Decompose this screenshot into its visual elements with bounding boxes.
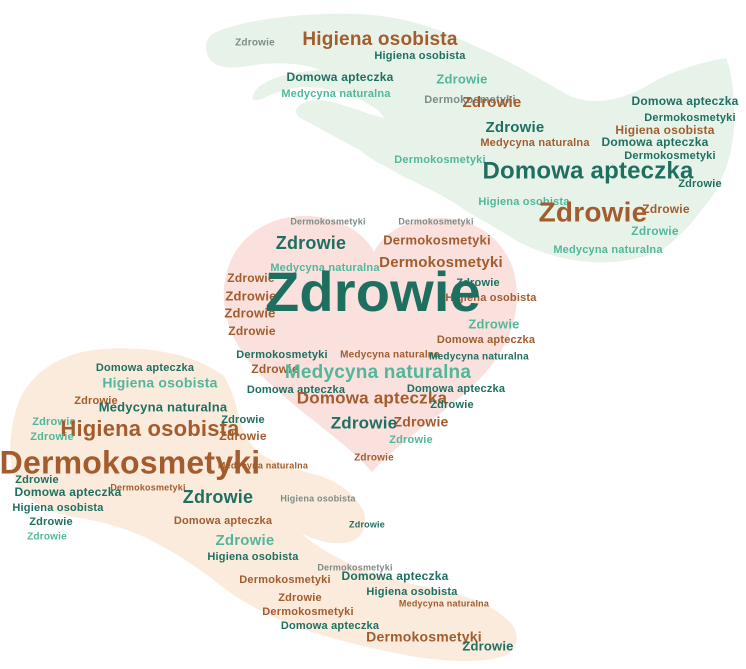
word-domowa-apteczka: Domowa apteczka — [407, 383, 506, 395]
word-medycyna-naturalna: Medycyna naturalna — [553, 244, 663, 256]
word-zdrowie: Zdrowie — [224, 305, 275, 320]
word-higiena-osobista: Higiena osobista — [12, 502, 104, 514]
word-domowa-apteczka: Domowa apteczka — [341, 569, 448, 583]
word-medycyna-naturalna: Medycyna naturalna — [480, 137, 590, 149]
word-domowa-apteczka: Domowa apteczka — [247, 384, 346, 396]
word-dermokosmetyki: Dermokosmetyki — [366, 629, 482, 645]
word-zdrowie: Zdrowie — [456, 277, 500, 289]
word-medycyna-naturalna: Medycyna naturalna — [399, 598, 490, 608]
word-zdrowie: Zdrowie — [462, 638, 513, 653]
word-zdrowie: Zdrowie — [354, 453, 394, 464]
word-domowa-apteczka: Domowa apteczka — [14, 485, 121, 499]
top-hand-shape — [205, 13, 735, 263]
word-dermokosmetyki: Dermokosmetyki — [424, 94, 515, 106]
word-dermokosmetyki: Dermokosmetyki — [290, 216, 365, 226]
word-domowa-apteczka: Domowa apteczka — [297, 388, 448, 407]
word-dermokosmetyki: Dermokosmetyki — [0, 444, 260, 480]
word-dermokosmetyki: Dermokosmetyki — [624, 150, 715, 162]
word-domowa-apteczka: Domowa apteczka — [437, 334, 536, 346]
word-zdrowie: Zdrowie — [393, 414, 448, 430]
word-medycyna-naturalna: Medycyna naturalna — [218, 460, 309, 470]
word-medycyna-naturalna: Medycyna naturalna — [99, 399, 228, 414]
word-medycyna-naturalna: Medycyna naturalna — [285, 362, 472, 383]
word-zdrowie: Zdrowie — [235, 38, 275, 49]
word-domowa-apteczka: Domowa apteczka — [631, 94, 738, 108]
word-dermokosmetyki: Dermokosmetyki — [379, 254, 503, 271]
word-dermokosmetyki: Dermokosmetyki — [383, 232, 491, 247]
word-zdrowie: Zdrowie — [221, 414, 265, 426]
word-dermokosmetyki: Dermokosmetyki — [110, 482, 185, 492]
word-zdrowie: Zdrowie — [228, 324, 276, 338]
word-zdrowie: Zdrowie — [468, 316, 519, 331]
word-higiena-osobista: Higiena osobista — [302, 29, 457, 50]
word-zdrowie: Zdrowie — [15, 474, 59, 486]
word-zdrowie: Zdrowie — [430, 399, 474, 411]
word-zdrowie: Zdrowie — [29, 516, 73, 528]
heart-shape — [223, 215, 517, 472]
word-dermokosmetyki: Dermokosmetyki — [239, 574, 330, 586]
word-zdrowie: Zdrowie — [276, 233, 346, 253]
word-zdrowie: Zdrowie — [30, 431, 74, 443]
word-zdrowie: Zdrowie — [225, 288, 276, 303]
word-zdrowie: Zdrowie — [32, 416, 76, 428]
word-zdrowie: Zdrowie — [216, 532, 275, 549]
word-higiena-osobista: Higiena osobista — [60, 416, 240, 441]
word-domowa-apteczka: Domowa apteczka — [601, 135, 708, 149]
bottom-hand-shape — [10, 348, 517, 662]
word-domowa-apteczka: Domowa apteczka — [96, 362, 195, 374]
word-zdrowie: Zdrowie — [74, 395, 118, 407]
word-domowa-apteczka: Domowa apteczka — [482, 157, 694, 184]
word-zdrowie: Zdrowie — [227, 271, 275, 285]
word-domowa-apteczka: Domowa apteczka — [281, 620, 380, 632]
word-zdrowie: Zdrowie — [486, 119, 545, 136]
word-medycyna-naturalna: Medycyna naturalna — [270, 262, 380, 274]
word-zdrowie: Zdrowie — [183, 487, 253, 507]
word-higiena-osobista: Higiena osobista — [366, 586, 458, 598]
word-dermokosmetyki: Dermokosmetyki — [262, 606, 353, 618]
word-higiena-osobista: Higiena osobista — [280, 493, 356, 503]
word-higiena-osobista: Higiena osobista — [102, 375, 217, 391]
word-medycyna-naturalna: Medycyna naturalna — [281, 88, 391, 100]
word-dermokosmetyki: Dermokosmetyki — [644, 112, 735, 124]
word-zdrowie: Zdrowie — [389, 434, 433, 446]
word-domowa-apteczka: Domowa apteczka — [174, 515, 273, 527]
word-zdrowie: Zdrowie — [678, 178, 722, 190]
word-zdrowie: Zdrowie — [349, 519, 385, 529]
word-zdrowie: Zdrowie — [331, 413, 398, 432]
word-zdrowie: Zdrowie — [219, 429, 267, 443]
word-higiena-osobista: Higiena osobista — [478, 196, 570, 208]
word-dermokosmetyki: Dermokosmetyki — [317, 562, 392, 572]
word-higiena-osobista: Higiena osobista — [374, 50, 466, 62]
word-higiena-osobista: Higiena osobista — [615, 123, 714, 137]
word-higiena-osobista: Higiena osobista — [445, 292, 537, 304]
word-dermokosmetyki: Dermokosmetyki — [236, 349, 327, 361]
word-medycyna-naturalna: Medycyna naturalna — [340, 350, 440, 361]
word-zdrowie-large: Zdrowie — [265, 260, 481, 323]
word-higiena-osobista: Higiena osobista — [207, 551, 299, 563]
word-zdrowie: Zdrowie — [539, 196, 648, 227]
word-zdrowie: Zdrowie — [631, 224, 679, 238]
word-zdrowie: Zdrowie — [642, 202, 690, 216]
word-dermokosmetyki: Dermokosmetyki — [394, 154, 485, 166]
word-domowa-apteczka: Domowa apteczka — [286, 70, 393, 84]
word-medycyna-naturalna: Medycyna naturalna — [429, 352, 529, 363]
word-dermokosmetyki: Dermokosmetyki — [398, 216, 473, 226]
word-zdrowie: Zdrowie — [463, 94, 522, 111]
word-zdrowie: Zdrowie — [278, 592, 322, 604]
word-zdrowie: Zdrowie — [251, 362, 299, 376]
word-zdrowie: Zdrowie — [436, 71, 487, 86]
word-zdrowie: Zdrowie — [27, 532, 67, 543]
